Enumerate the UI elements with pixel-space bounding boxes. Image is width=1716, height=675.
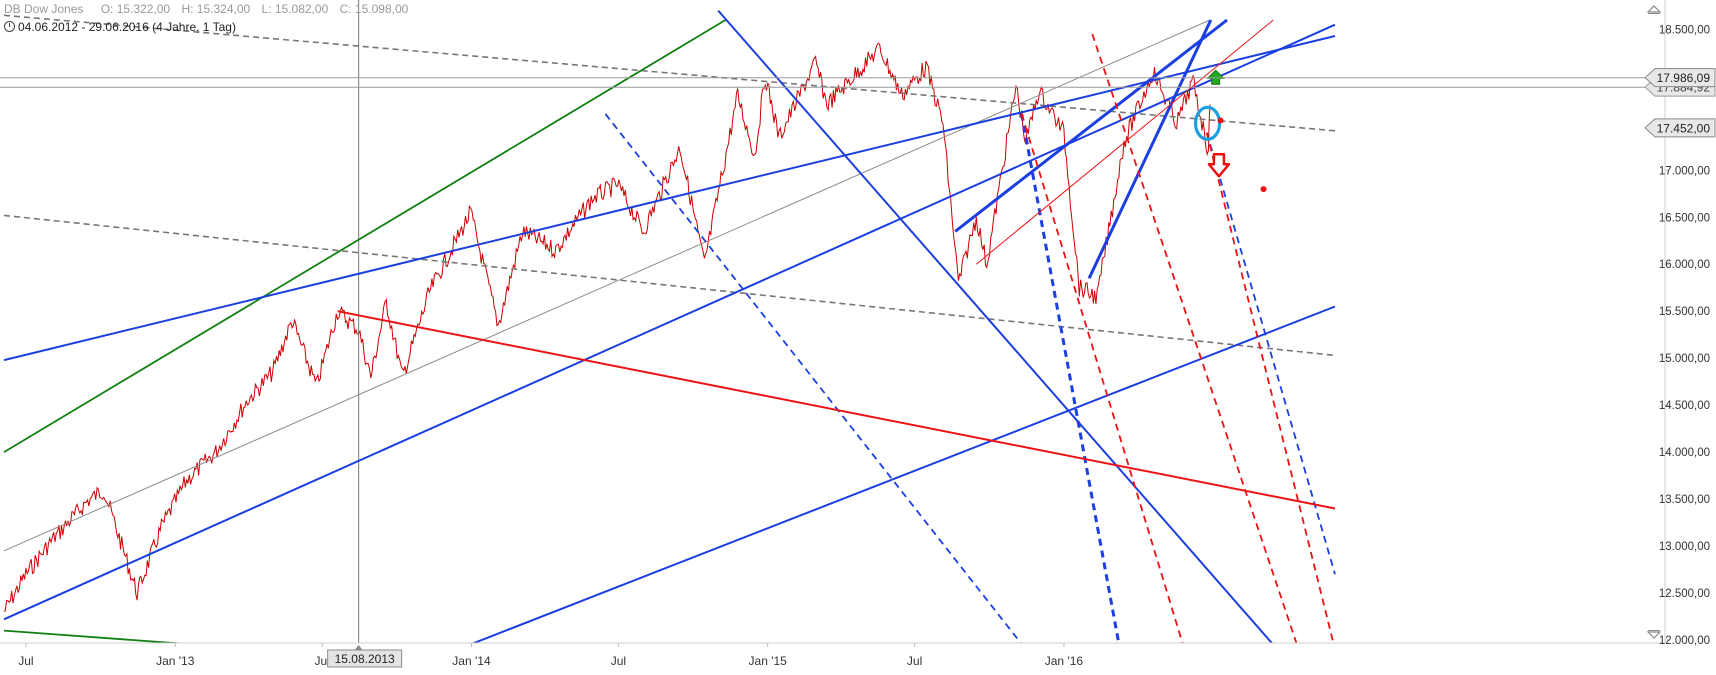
x-tick-label: Jul <box>314 654 329 668</box>
trend-line-1[interactable] <box>3 14 1336 132</box>
plot-area[interactable] <box>0 0 1665 664</box>
instrument-name: DB Dow Jones <box>4 2 84 16</box>
y-tick-label: 16.500,00 <box>1659 212 1710 224</box>
x-tick-label: Jul <box>907 654 922 668</box>
trend-line-8[interactable] <box>458 305 1336 650</box>
trend-line-9[interactable] <box>717 9 1277 650</box>
scroll-up-icon[interactable] <box>1646 4 1662 14</box>
x-tick-label: Jul <box>611 654 626 668</box>
y-tick-label: 14.000,00 <box>1659 447 1710 459</box>
trend-line-15[interactable] <box>337 310 1336 510</box>
current-price-tag: 17.986,09 <box>1644 68 1716 88</box>
chart-header: DB Dow Jones O: 15.322,00 H: 15.324,00 L… <box>4 2 416 16</box>
y-tick-label: 13.500,00 <box>1659 494 1710 506</box>
level-price-tag-text: 17.452,00 <box>1657 121 1711 135</box>
scroll-down-icon[interactable] <box>1646 630 1662 640</box>
current-price-tag-text: 17.986,09 <box>1657 71 1711 85</box>
price-series <box>3 42 1211 613</box>
y-tick-label: 18.500,00 <box>1659 24 1710 36</box>
y-tick-label: 15.500,00 <box>1659 306 1710 318</box>
trend-line-13[interactable] <box>954 18 1228 233</box>
x-tick-label: Jan '14 <box>452 654 491 668</box>
ohlc-values: O: 15.322,00 H: 15.324,00 L: 15.082,00 C… <box>101 2 417 16</box>
trend-line-18[interactable] <box>1091 33 1301 659</box>
open-value: O: 15.322,00 <box>100 2 171 16</box>
clock-icon <box>4 21 15 32</box>
trend-line-10[interactable] <box>604 113 1025 650</box>
level-price-tag: 17.452,00 <box>1644 118 1716 138</box>
y-tick-label: 17.000,00 <box>1659 165 1710 177</box>
x-tick-label: Jan '16 <box>1045 654 1084 668</box>
y-tick-label: 15.000,00 <box>1659 353 1710 365</box>
trend-line-6[interactable] <box>3 35 1336 362</box>
trend-line-11[interactable] <box>1020 113 1121 650</box>
y-axis-ticks: 12.000,00 12.500,00 13.000,00 13.500,00 14.0… <box>1659 24 1710 647</box>
trend-line-7[interactable] <box>3 23 1336 621</box>
x-tick-label: Jan '13 <box>156 654 195 668</box>
y-tick-label: 12.000,00 <box>1659 635 1710 647</box>
trend-line-5[interactable] <box>3 629 454 664</box>
trend-line-19[interactable] <box>1205 132 1335 650</box>
trend-line-17[interactable] <box>1020 113 1188 659</box>
trend-line-3[interactable] <box>3 19 1211 552</box>
date-range[interactable]: 04.06.2012 - 29.06.2016 (4 Jahre, 1 Tag) <box>4 20 236 34</box>
low-value: L: 15.082,00 <box>261 2 329 16</box>
close-value: C: 15.098,00 <box>339 2 409 16</box>
sell-arrow-icon <box>1207 153 1231 178</box>
y-tick-label: 13.000,00 <box>1659 541 1710 553</box>
date-range-text: 04.06.2012 - 29.06.2016 (4 Jahre, 1 Tag) <box>18 20 236 34</box>
trend-line-14[interactable] <box>1087 19 1213 279</box>
y-tick-label: 12.500,00 <box>1659 588 1710 600</box>
trend-line-12[interactable] <box>1205 132 1336 575</box>
y-tick-label: 14.500,00 <box>1659 400 1710 412</box>
crosshair-date-label: 15.08.2013 <box>327 645 403 668</box>
high-value: H: 15.324,00 <box>181 2 251 16</box>
y-tick-label: 16.000,00 <box>1659 259 1710 271</box>
marker-dot <box>1260 186 1267 193</box>
crosshair-date-text: 15.08.2013 <box>335 652 395 666</box>
x-tick-label: Jul <box>18 654 33 668</box>
trend-line-4[interactable] <box>3 19 726 453</box>
x-axis-ticks: Jul Jan '13 Jul Jan '14 Jul Jan '15 Jul Jan '16 <box>18 643 1083 668</box>
trend-line-16[interactable] <box>975 19 1274 265</box>
marker-dot <box>1217 117 1224 124</box>
trend-line-2[interactable] <box>3 214 1336 357</box>
x-tick-label: Jan '15 <box>749 654 788 668</box>
